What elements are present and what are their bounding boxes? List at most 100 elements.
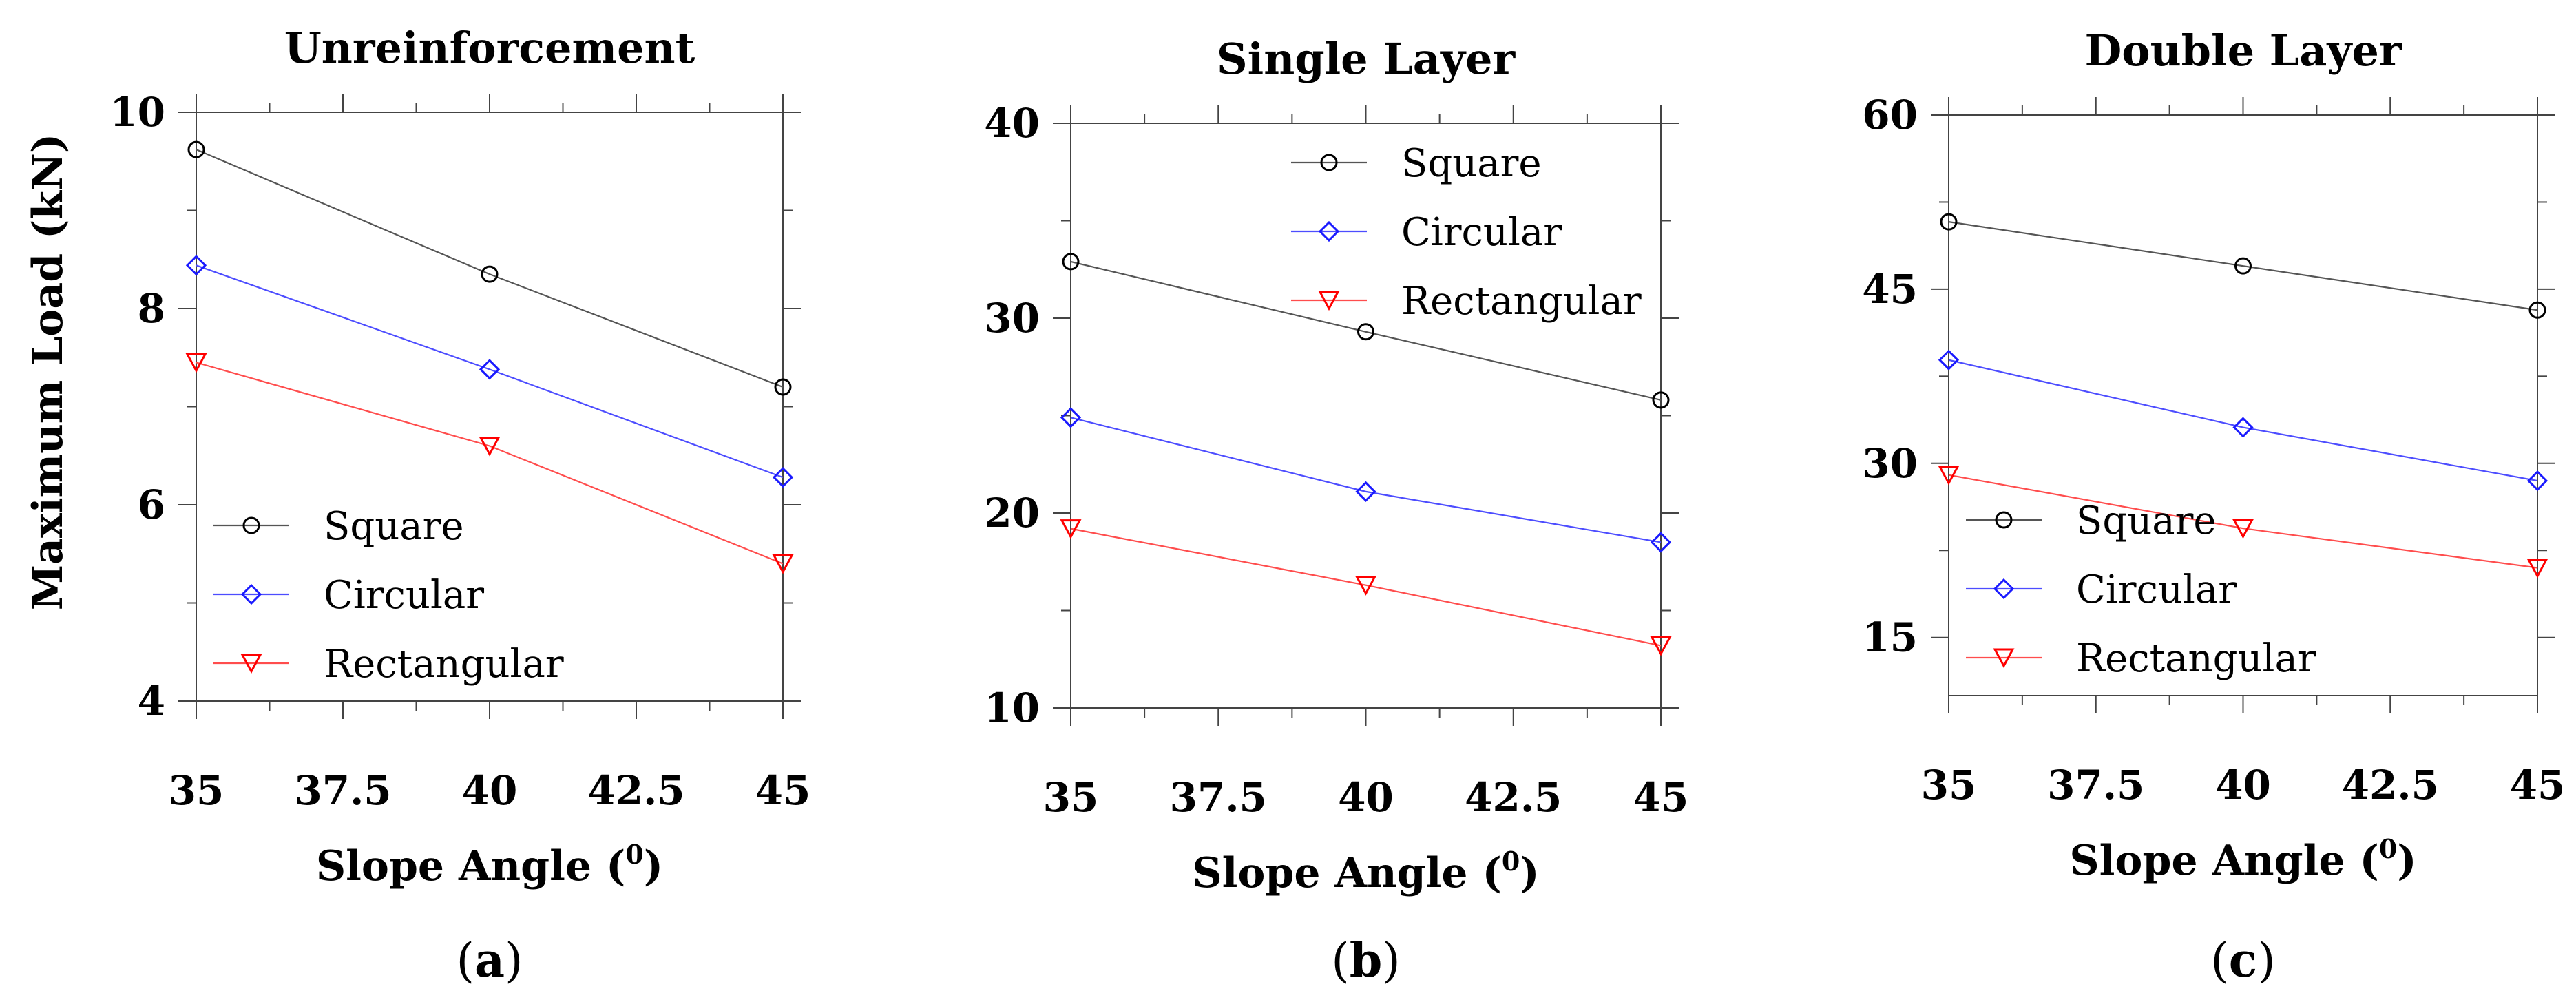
y-tick-label: 6: [138, 481, 165, 528]
chart-title: Single Layer: [1217, 34, 1516, 84]
chart-panel-b: Single Layer 35 37.5 40 42.5 45 10 20 30 40 Square…: [984, 34, 1688, 988]
x-axis-label-superscript: 0: [625, 839, 643, 870]
panel-label: (c): [2210, 933, 2275, 988]
x-axis-label-text: Slope Angle (: [316, 842, 626, 890]
x-tick-label: 35: [1921, 762, 1977, 808]
chart-title: Double Layer: [2084, 25, 2402, 76]
series-line-rectangular: [196, 362, 784, 565]
data-point-circular: [772, 466, 794, 488]
plot-frame: [1070, 123, 1662, 709]
panel-label: (b): [1331, 933, 1401, 988]
chart-panel-c: Double Layer 35 37.5 40 42.5 45 15 30 45 60 Square…: [1862, 25, 2565, 988]
panel-label-letter: b: [1350, 933, 1383, 988]
x-axis-label-close: ): [2397, 837, 2416, 885]
y-tick-label: 40: [984, 100, 1040, 147]
series-line-square: [1948, 221, 2538, 311]
legend-marker-rectangular: [1318, 291, 1340, 311]
y-tick-label: 30: [1862, 440, 1918, 487]
data-point-square: [187, 140, 205, 158]
y-tick-label: 30: [984, 295, 1040, 342]
x-axis-label: Slope Angle (0): [2069, 833, 2416, 885]
y-tick-label: 60: [1862, 92, 1918, 138]
y-tick-label: 20: [984, 490, 1040, 536]
legend-label-rectangular: Rectangular: [2076, 636, 2316, 681]
y-tick-label: 10: [984, 685, 1040, 731]
legend-marker-square: [1320, 154, 1338, 171]
data-point-rectangular: [1354, 576, 1377, 596]
series-line-square: [196, 149, 784, 388]
data-point-circular: [2232, 417, 2254, 438]
legend-marker-rectangular: [240, 654, 262, 674]
legend-marker-square: [1995, 511, 2013, 529]
series-line-circular: [1070, 417, 1662, 543]
x-tick-label: 40: [462, 767, 518, 814]
y-tick-label: 10: [109, 89, 165, 136]
x-axis-label: Slope Angle (0): [1192, 846, 1539, 897]
y-tick-label: 15: [1862, 614, 1918, 661]
panel-label-letter: a: [474, 933, 505, 988]
legend-marker-circular: [1318, 220, 1340, 242]
data-point-rectangular: [479, 437, 501, 457]
data-point-rectangular: [1938, 466, 1960, 486]
panel-label-close: ): [1382, 934, 1401, 988]
legend-label-rectangular: Rectangular: [1401, 279, 1642, 324]
x-axis-label-text: Slope Angle (: [2069, 837, 2379, 885]
data-point-square: [774, 378, 792, 396]
series-line-square: [1070, 260, 1662, 401]
series-line-circular: [196, 264, 784, 479]
y-tick-label: 4: [138, 678, 165, 724]
data-point-rectangular: [2526, 559, 2548, 578]
chart-panel-a: Unreinforcement 35 37.5 40 42.5 45 4 6 8 10 Square…: [109, 23, 810, 988]
x-tick-label: 40: [1338, 774, 1394, 821]
legend-label-square: Square: [1401, 141, 1542, 186]
charts-container: Unreinforcement 35 37.5 40 42.5 45 4 6 8 10 Square…: [109, 23, 2565, 988]
legend-label-square: Square: [324, 504, 464, 549]
legend-marker-rectangular: [1993, 648, 2015, 669]
data-point-square: [1357, 323, 1374, 341]
x-tick-label: 37.5: [1170, 774, 1267, 821]
data-point-rectangular: [772, 554, 794, 574]
legend-marker-square: [242, 516, 260, 534]
x-tick-label: 35: [169, 767, 224, 814]
x-axis-label-close: ): [644, 842, 663, 890]
legend-marker-circular: [240, 583, 262, 605]
x-tick-label: 35: [1043, 774, 1099, 821]
data-point-rectangular: [185, 353, 207, 373]
plot-frame: [196, 112, 784, 702]
data-point-circular: [1650, 532, 1672, 553]
panel-label-close: ): [2257, 934, 2276, 988]
series-line-rectangular: [1948, 474, 2538, 569]
x-tick-label: 42.5: [587, 767, 684, 814]
x-axis-label: Slope Angle (0): [316, 839, 663, 890]
panel-label-open: (: [2210, 934, 2229, 988]
data-point-square: [481, 265, 499, 283]
legend-label-rectangular: Rectangular: [324, 642, 564, 687]
chart-title: Unreinforcement: [284, 23, 695, 73]
data-point-square: [1940, 213, 1958, 231]
x-axis-label-superscript: 0: [2379, 833, 2397, 864]
x-tick-label: 45: [2510, 762, 2566, 808]
x-tick-label: 37.5: [294, 767, 391, 814]
legend-label-circular: Circular: [2076, 567, 2237, 612]
data-point-circular: [1355, 481, 1376, 502]
panel-label-letter: c: [2229, 933, 2257, 988]
data-point-circular: [1060, 407, 1082, 428]
legend-marker-circular: [1993, 578, 2015, 600]
x-axis-label-text: Slope Angle (: [1192, 849, 1502, 897]
panel-label-close: ): [505, 934, 523, 988]
data-point-circular: [1938, 349, 1960, 370]
legend-label-circular: Circular: [1401, 210, 1562, 255]
plot-frame: [1948, 114, 2538, 696]
data-point-square: [2234, 257, 2252, 275]
data-point-rectangular: [2232, 519, 2254, 539]
x-axis-label-superscript: 0: [1502, 846, 1520, 877]
y-tick-label: 8: [138, 285, 165, 332]
y-axis-label: Maximum Load (kN): [24, 134, 72, 610]
x-tick-label: 45: [1633, 774, 1689, 821]
data-point-circular: [185, 255, 207, 276]
data-point-square: [1062, 253, 1080, 271]
data-point-rectangular: [1650, 636, 1672, 656]
y-tick-label: 45: [1862, 266, 1918, 313]
legend-label-circular: Circular: [324, 573, 484, 618]
